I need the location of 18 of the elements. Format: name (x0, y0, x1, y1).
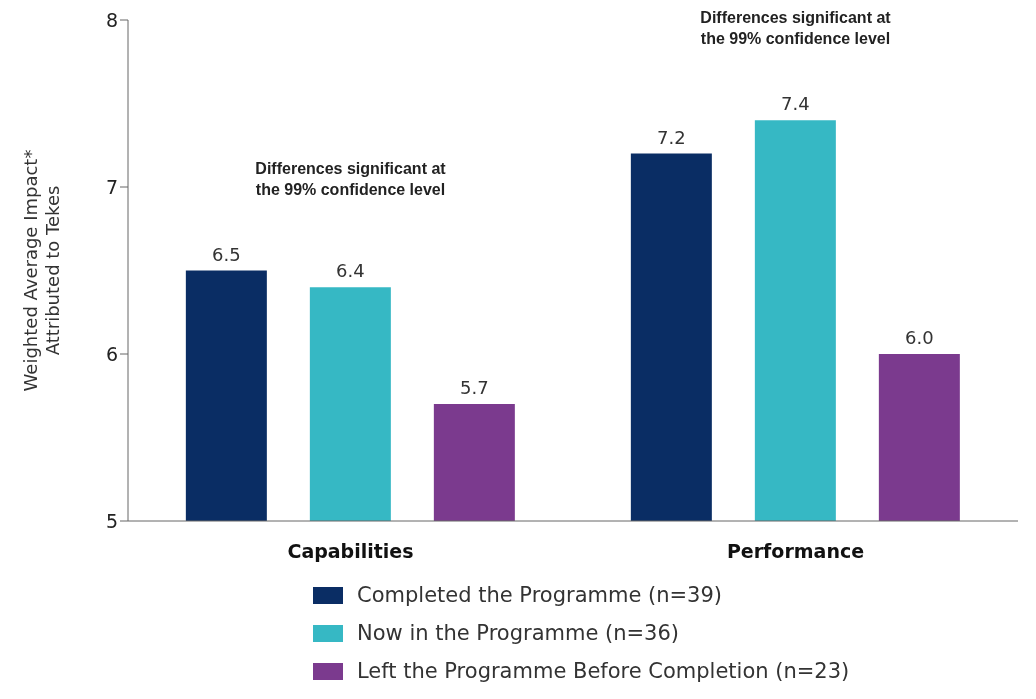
annotation: Differences significant at the 99% confidence level (700, 9, 892, 48)
y-tick-label: 6 (105, 342, 118, 365)
data-label: 6.4 (336, 260, 365, 282)
y-tick-label: 7 (105, 175, 118, 198)
x-tick-label: Performance (726, 540, 865, 563)
data-label: 6.0 (905, 327, 934, 348)
data-label: 5.7 (460, 377, 489, 399)
legend-label: Left the Programme Before Completion (n=23) (357, 659, 850, 683)
annotation: Differences significant at the 99% confidence level (255, 159, 447, 198)
y-tick-label: 8 (105, 8, 118, 31)
data-label: 6.5 (212, 243, 241, 265)
x-tick-label: Capabilities (287, 540, 414, 563)
y-tick-label: 5 (105, 509, 118, 532)
y-axis-title: Weighted Average Impact* Attributed to Tekes (20, 149, 63, 392)
legend-label: Completed the Programme (n=39) (357, 583, 723, 607)
data-label: 7.4 (781, 93, 810, 115)
legend-label: Now in the Programme (n=36) (357, 621, 680, 645)
data-label: 7.2 (657, 126, 686, 148)
